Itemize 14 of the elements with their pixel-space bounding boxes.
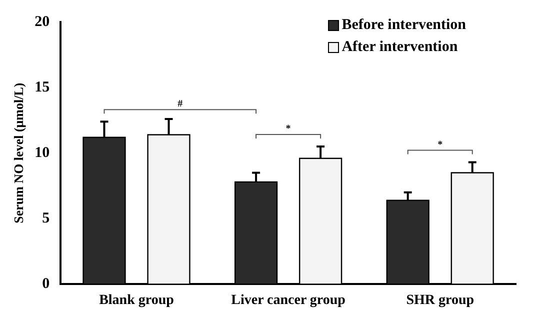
legend-label: After intervention (342, 38, 458, 57)
x-tick-label: Liver cancer group (231, 293, 346, 308)
y-tick-label: 0 (42, 276, 50, 292)
y-tick-label: 10 (34, 144, 50, 161)
y-tick-label: 5 (42, 210, 50, 227)
x-tick-label: Blank group (99, 293, 174, 308)
x-tick-label: SHR group (406, 293, 474, 308)
annotation: * (286, 124, 291, 135)
y-tick-label: 15 (34, 79, 50, 96)
annotation: # (178, 98, 183, 110)
legend-label: Before intervention (342, 16, 466, 35)
y-axis-title: Serum NO level (μmol/L) (11, 82, 26, 224)
y-tick-label: 20 (34, 14, 50, 30)
annotation: * (438, 139, 443, 150)
